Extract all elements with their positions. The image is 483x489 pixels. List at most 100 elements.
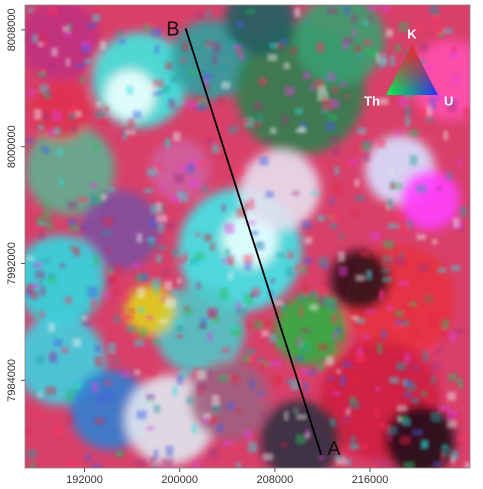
raster-pixel (209, 415, 217, 425)
raster-pixel (137, 274, 148, 280)
raster-pixel (228, 272, 234, 280)
raster-pixel (102, 232, 112, 236)
raster-pixel (386, 29, 393, 37)
raster-pixel (85, 454, 91, 461)
raster-pixel (332, 392, 341, 396)
raster-pixel (208, 308, 218, 318)
raster-pixel (416, 341, 420, 349)
raster-pixel (85, 59, 92, 63)
raster-pixel (205, 40, 212, 47)
raster-pixel (447, 392, 456, 401)
raster-pixel (374, 456, 379, 463)
raster-pixel (318, 363, 324, 371)
raster-pixel (366, 270, 372, 280)
raster-pixel (176, 326, 183, 333)
raster-pixel (144, 189, 153, 193)
raster-pixel (172, 385, 177, 395)
raster-pixel (408, 328, 417, 333)
raster-pixel (115, 31, 122, 35)
raster-pixel (387, 306, 392, 311)
raster-pixel (317, 286, 326, 296)
raster-pixel (298, 295, 308, 301)
raster-pixel (352, 29, 356, 35)
raster-pixel (52, 111, 62, 122)
raster-pixel (237, 49, 242, 56)
raster-pixel (325, 356, 333, 365)
raster-pixel (170, 196, 180, 202)
raster-pixel (456, 329, 465, 334)
raster-pixel (38, 43, 43, 47)
raster-pixel (281, 38, 288, 44)
raster-pixel (406, 379, 411, 387)
raster-pixel (151, 27, 161, 36)
raster-pixel (65, 297, 72, 304)
raster-pixel (244, 262, 251, 271)
raster-pixel (107, 249, 112, 253)
raster-pixel (333, 331, 337, 340)
raster-pixel (153, 463, 157, 468)
raster-pixel (421, 391, 427, 396)
raster-pixel (330, 198, 334, 205)
raster-pixel (457, 159, 462, 166)
raster-pixel (270, 127, 276, 134)
raster-pixel (404, 462, 415, 471)
raster-pixel (133, 263, 142, 268)
raster-pixel (440, 330, 449, 340)
raster-pixel (158, 223, 164, 233)
raster-pixel (53, 426, 62, 436)
raster-pixel (197, 371, 207, 380)
raster-pixel (430, 101, 436, 109)
raster-pixel (25, 429, 31, 434)
raster-pixel (266, 138, 272, 143)
raster-pixel (259, 156, 268, 165)
raster-pixel (94, 142, 98, 151)
raster-pixel (197, 383, 206, 390)
raster-pixel (103, 293, 110, 298)
raster-pixel (136, 411, 146, 420)
legend-right: U (444, 93, 453, 108)
raster-pixel (95, 111, 105, 118)
raster-pixel (77, 197, 88, 203)
raster-pixel (245, 348, 256, 355)
raster-pixel (189, 178, 199, 188)
raster-pixel (345, 161, 355, 165)
raster-pixel (381, 460, 389, 468)
raster-pixel (80, 76, 84, 83)
raster-pixel (345, 94, 349, 99)
raster-pixel (100, 119, 109, 124)
raster-pixel (351, 316, 359, 320)
raster-pixel (302, 220, 312, 229)
raster-pixel (284, 63, 290, 70)
raster-pixel (452, 76, 460, 84)
raster-pixel (423, 351, 428, 361)
raster-pixel (432, 16, 442, 23)
raster-pixel (115, 358, 120, 363)
raster-pixel (351, 15, 357, 23)
legend-left: Th (364, 93, 380, 108)
raster-pixel (329, 376, 334, 381)
raster-pixel (458, 378, 463, 389)
raster-pixel (217, 97, 225, 105)
raster-pixel (394, 214, 405, 221)
raster-pixel (331, 314, 336, 324)
raster-pixel (416, 234, 426, 240)
raster-pixel (27, 449, 37, 458)
raster-pixel (296, 434, 306, 444)
raster-pixel (384, 240, 394, 249)
raster-pixel (263, 453, 273, 460)
raster-pixel (49, 63, 53, 70)
x-tick-label: 192000 (66, 474, 103, 486)
raster-pixel (75, 64, 86, 68)
raster-pixel (38, 279, 44, 285)
raster-pixel (380, 423, 386, 428)
raster-pixel (96, 101, 101, 107)
raster-pixel (161, 295, 166, 302)
raster-pixel (429, 315, 438, 326)
raster-pixel (274, 300, 283, 305)
raster-pixel (187, 397, 193, 404)
raster-pixel (225, 249, 230, 259)
raster-pixel (451, 450, 458, 460)
raster-pixel (106, 390, 112, 401)
raster-pixel (405, 117, 410, 127)
raster-pixel (75, 111, 82, 117)
